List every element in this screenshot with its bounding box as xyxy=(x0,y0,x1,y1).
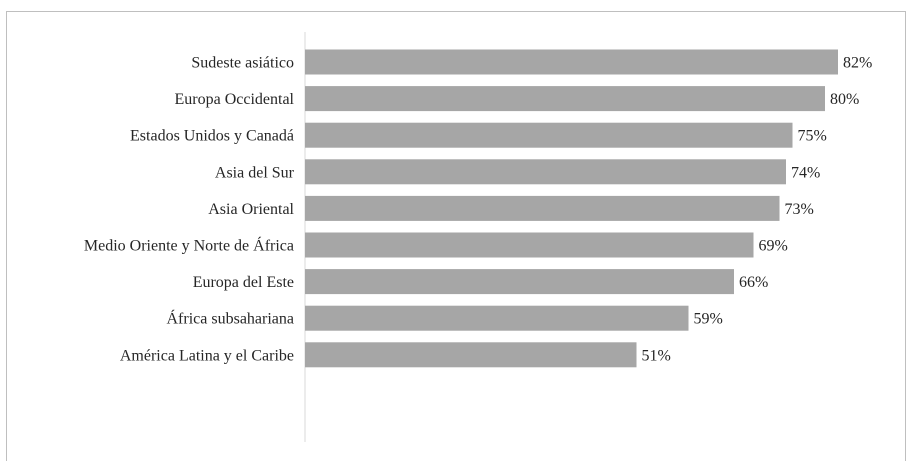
category-label: Europa del Este xyxy=(193,274,294,291)
category-label: Sudeste asiático xyxy=(191,55,294,72)
bar xyxy=(305,232,754,258)
data-label: 74% xyxy=(791,164,820,181)
data-label: 51% xyxy=(642,347,671,364)
category-label: Estados Unidos y Canadá xyxy=(130,128,294,145)
bar xyxy=(305,49,838,75)
bar xyxy=(305,269,734,295)
category-label: Medio Oriente y Norte de África xyxy=(84,236,294,255)
bar xyxy=(305,195,780,221)
data-label: 66% xyxy=(739,274,768,291)
category-label: África subsahariana xyxy=(167,309,295,328)
category-label: América Latina y el Caribe xyxy=(120,347,294,364)
category-label: Europa Occidental xyxy=(175,91,295,108)
category-label: Asia Oriental xyxy=(208,201,294,218)
data-label: 69% xyxy=(759,238,788,255)
data-label: 73% xyxy=(785,201,814,218)
data-label: 82% xyxy=(843,55,872,72)
data-label: 75% xyxy=(798,128,827,145)
bar xyxy=(305,342,637,368)
bar xyxy=(305,122,793,148)
data-label: 80% xyxy=(830,91,859,108)
bar xyxy=(305,159,786,185)
data-label: 59% xyxy=(694,311,723,328)
bar xyxy=(305,305,689,331)
bar xyxy=(305,86,825,112)
chart-frame xyxy=(6,11,906,461)
category-label: Asia del Sur xyxy=(215,164,295,181)
